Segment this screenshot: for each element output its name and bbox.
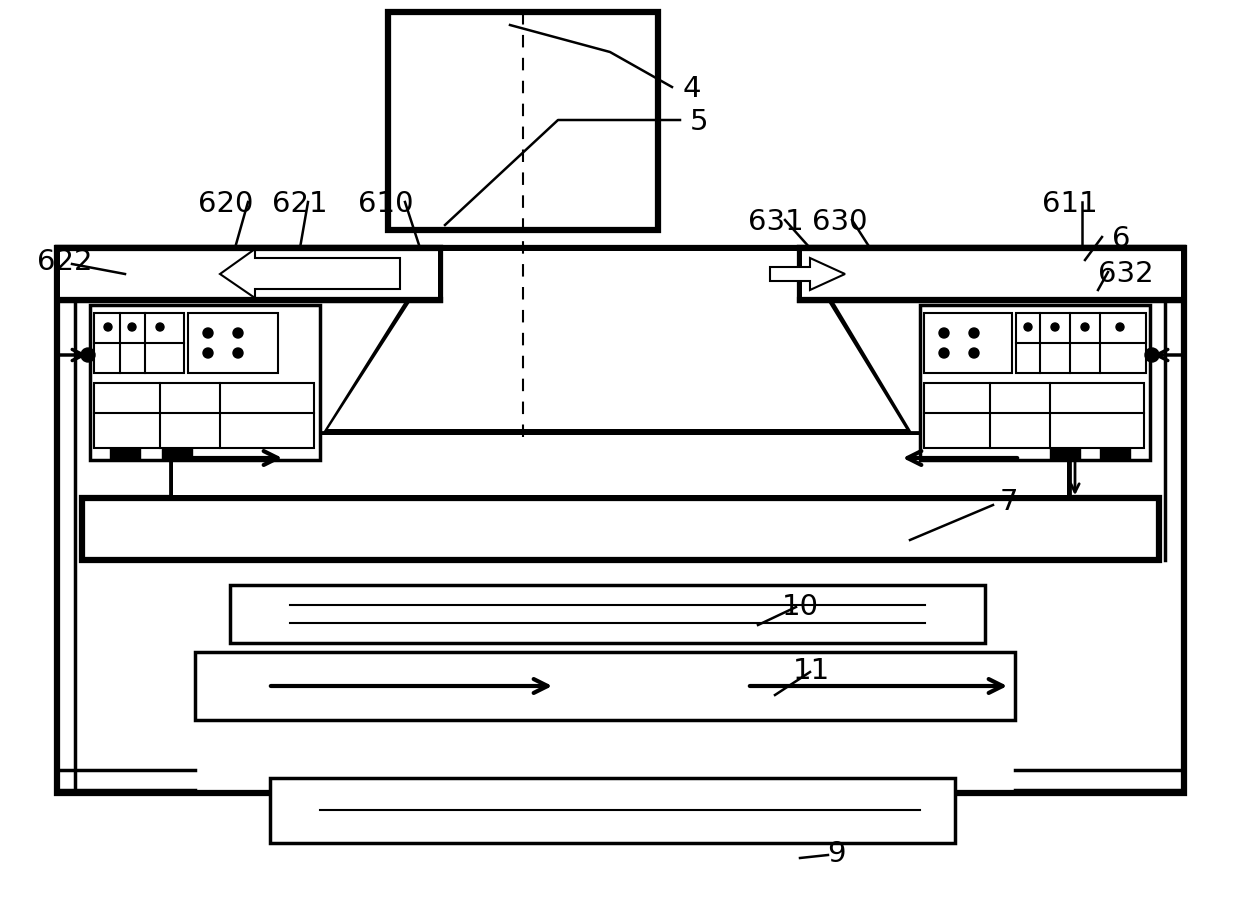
Bar <box>924 383 1145 448</box>
Text: 11: 11 <box>794 657 831 685</box>
Bar <box>924 313 1012 373</box>
Bar <box>1100 448 1130 460</box>
Text: 630: 630 <box>812 208 868 236</box>
Text: 9: 9 <box>827 840 846 868</box>
Text: 632: 632 <box>1097 260 1153 288</box>
Circle shape <box>156 323 164 331</box>
Bar <box>110 448 140 460</box>
Bar <box>270 778 955 843</box>
Circle shape <box>968 328 980 338</box>
Circle shape <box>233 348 243 358</box>
Polygon shape <box>800 248 1183 300</box>
Bar <box>162 448 192 460</box>
Bar <box>388 12 658 230</box>
Circle shape <box>1052 323 1059 331</box>
Text: 4: 4 <box>683 75 702 103</box>
Polygon shape <box>802 250 1180 298</box>
Text: 10: 10 <box>782 593 818 621</box>
Text: 5: 5 <box>689 108 708 136</box>
Polygon shape <box>219 249 401 298</box>
Text: 610: 610 <box>358 190 413 218</box>
Polygon shape <box>60 250 438 298</box>
Circle shape <box>939 328 949 338</box>
Bar <box>91 305 320 460</box>
Circle shape <box>203 328 213 338</box>
Text: 6: 6 <box>1112 225 1131 253</box>
Text: 620: 620 <box>198 190 253 218</box>
Polygon shape <box>58 248 440 300</box>
Bar <box>57 248 1184 793</box>
Bar <box>195 652 1016 720</box>
Polygon shape <box>170 432 1070 498</box>
Circle shape <box>1024 323 1032 331</box>
Circle shape <box>233 328 243 338</box>
Text: 611: 611 <box>1042 190 1097 218</box>
Text: 7: 7 <box>999 488 1018 516</box>
Polygon shape <box>770 258 844 290</box>
Circle shape <box>81 348 95 362</box>
Bar <box>1050 448 1080 460</box>
Polygon shape <box>174 435 1066 495</box>
Bar <box>82 498 1159 560</box>
Bar <box>920 305 1149 460</box>
Text: 622: 622 <box>37 248 93 276</box>
Bar <box>188 313 278 373</box>
Text: 621: 621 <box>272 190 327 218</box>
Bar <box>94 383 314 448</box>
Circle shape <box>203 348 213 358</box>
Circle shape <box>1145 348 1159 362</box>
Bar <box>94 313 184 373</box>
Bar <box>229 585 985 643</box>
Polygon shape <box>325 248 910 432</box>
Circle shape <box>1081 323 1089 331</box>
Text: 631: 631 <box>748 208 804 236</box>
Circle shape <box>1116 323 1123 331</box>
Bar <box>1016 313 1146 373</box>
Circle shape <box>128 323 136 331</box>
Polygon shape <box>329 251 906 429</box>
Circle shape <box>968 348 980 358</box>
Circle shape <box>939 348 949 358</box>
Circle shape <box>104 323 112 331</box>
